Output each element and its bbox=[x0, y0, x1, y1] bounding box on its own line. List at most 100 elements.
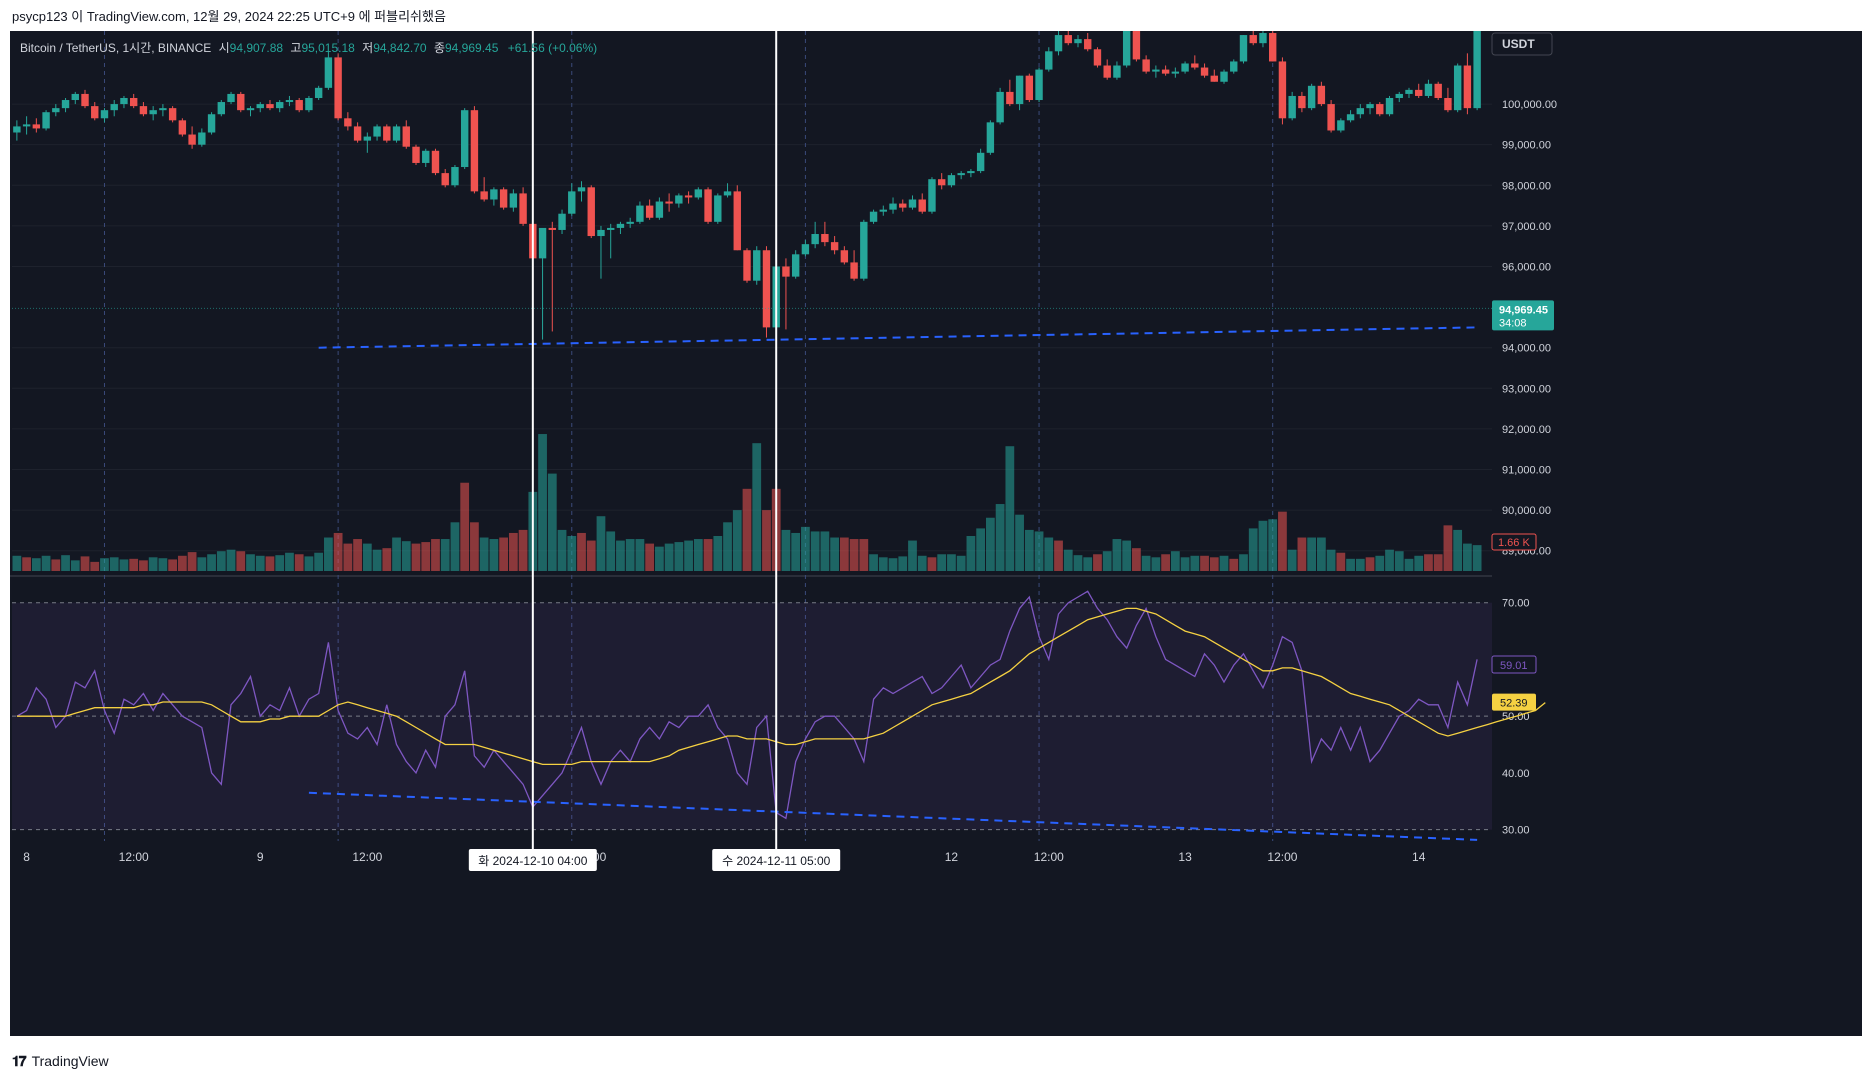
volume-bar bbox=[1024, 529, 1034, 571]
candle bbox=[1434, 83, 1442, 98]
price-axis-tick: 90,000.00 bbox=[1502, 505, 1551, 517]
volume-bar bbox=[70, 560, 80, 571]
volume-bar bbox=[820, 531, 830, 571]
candle bbox=[490, 189, 498, 200]
candle bbox=[129, 97, 138, 107]
cursor-date-label: 수 2024-12-11 05:00 bbox=[722, 854, 831, 868]
volume-bar bbox=[265, 556, 275, 571]
volume-bar bbox=[1268, 519, 1278, 571]
candle bbox=[889, 203, 897, 210]
candle bbox=[431, 150, 440, 174]
volume-bar bbox=[752, 443, 762, 571]
candle bbox=[71, 93, 79, 101]
volume-bar bbox=[888, 558, 898, 571]
candle bbox=[636, 205, 644, 222]
volume-bar bbox=[849, 539, 859, 571]
volume-bar bbox=[742, 488, 752, 571]
candle bbox=[1006, 91, 1014, 105]
candle bbox=[684, 195, 693, 198]
volume-bar bbox=[1472, 545, 1482, 571]
symbol-name[interactable]: Bitcoin / TetherUS, 1시간, BINANCE bbox=[20, 41, 212, 55]
candle bbox=[1191, 63, 1199, 68]
volume-bar bbox=[674, 542, 684, 571]
brand-name[interactable]: TradingView bbox=[31, 1053, 109, 1069]
volume-bar bbox=[898, 556, 908, 571]
volume-bar bbox=[1287, 549, 1297, 571]
candle bbox=[714, 195, 722, 222]
volume-bar bbox=[109, 557, 119, 571]
candle bbox=[1259, 33, 1267, 44]
volume-bar bbox=[12, 555, 22, 571]
candle bbox=[869, 211, 878, 222]
tradingview-logo-icon[interactable]: 𝟏𝟕 bbox=[12, 1052, 27, 1069]
candle bbox=[1220, 71, 1228, 82]
volume-bar bbox=[1151, 557, 1161, 571]
candle bbox=[32, 124, 41, 129]
volume-bar bbox=[372, 549, 382, 571]
volume-bar bbox=[1365, 557, 1375, 571]
candle bbox=[42, 112, 50, 129]
volume-bar bbox=[119, 559, 129, 571]
chart-frame[interactable]: 100,000.00 99,000.00 98,000.00 97,000.00 96,… bbox=[10, 31, 1862, 1036]
candle bbox=[1230, 61, 1238, 72]
volume-bar bbox=[1034, 531, 1044, 571]
price-axis-tick: 96,000.00 bbox=[1502, 261, 1551, 273]
volume-bar bbox=[1229, 558, 1239, 571]
candle bbox=[1074, 39, 1082, 44]
volume-bar bbox=[577, 532, 586, 571]
volume-bar bbox=[460, 482, 470, 571]
volume-bar bbox=[1278, 511, 1287, 571]
volume-bar bbox=[927, 557, 937, 571]
last-price-value: 94,969.45 bbox=[1499, 304, 1548, 316]
last-volume-value: 1.66 K bbox=[1498, 537, 1530, 549]
candle bbox=[1045, 51, 1053, 70]
candle bbox=[110, 104, 118, 111]
candle bbox=[1385, 97, 1394, 115]
volume-bar bbox=[956, 555, 966, 571]
volume-bar bbox=[966, 536, 976, 571]
candle bbox=[1161, 69, 1170, 74]
volume-bar bbox=[547, 473, 557, 571]
candle bbox=[1132, 31, 1141, 60]
candle bbox=[266, 104, 274, 109]
volume-bar bbox=[1443, 525, 1453, 571]
candle bbox=[655, 201, 664, 218]
time-axis-tick: 12:00 bbox=[1034, 850, 1064, 864]
candle bbox=[1288, 95, 1296, 119]
volume-bar bbox=[791, 532, 801, 571]
rsi-value: 59.01 bbox=[1500, 660, 1528, 672]
volume-bar bbox=[1336, 552, 1346, 571]
volume-bar bbox=[148, 557, 158, 571]
volume-bar bbox=[1102, 551, 1112, 571]
candle bbox=[460, 110, 469, 168]
volume-bar bbox=[275, 555, 285, 571]
candle bbox=[1122, 31, 1131, 66]
volume-bar bbox=[1326, 549, 1336, 571]
candle bbox=[519, 193, 527, 224]
candle bbox=[1395, 93, 1403, 98]
candle bbox=[665, 201, 673, 204]
volume-bar bbox=[1112, 539, 1122, 571]
candle bbox=[568, 191, 576, 214]
volume-bar bbox=[304, 556, 314, 571]
time-axis-tick: 13 bbox=[1178, 850, 1192, 864]
chart-canvas[interactable]: 100,000.00 99,000.00 98,000.00 97,000.00 96,… bbox=[10, 31, 1862, 1036]
candle bbox=[1054, 35, 1063, 52]
candle bbox=[178, 120, 187, 135]
candle bbox=[587, 187, 595, 237]
candle bbox=[1249, 35, 1257, 44]
currency-label: USDT bbox=[1502, 37, 1535, 51]
volume-bar bbox=[1239, 554, 1248, 571]
volume-bar bbox=[177, 555, 187, 571]
candle bbox=[1171, 71, 1180, 74]
rsi-ma-value: 52.39 bbox=[1500, 698, 1528, 710]
price-axis-tick: 99,000.00 bbox=[1502, 140, 1551, 152]
volume-bar bbox=[518, 529, 528, 571]
price-axis-tick: 92,000.00 bbox=[1502, 424, 1551, 436]
candle bbox=[13, 126, 21, 133]
volume-bar bbox=[1453, 529, 1463, 571]
candle bbox=[840, 250, 849, 263]
candle bbox=[207, 114, 216, 133]
rsi-line bbox=[16, 590, 1478, 820]
volume-bar bbox=[1355, 558, 1365, 571]
